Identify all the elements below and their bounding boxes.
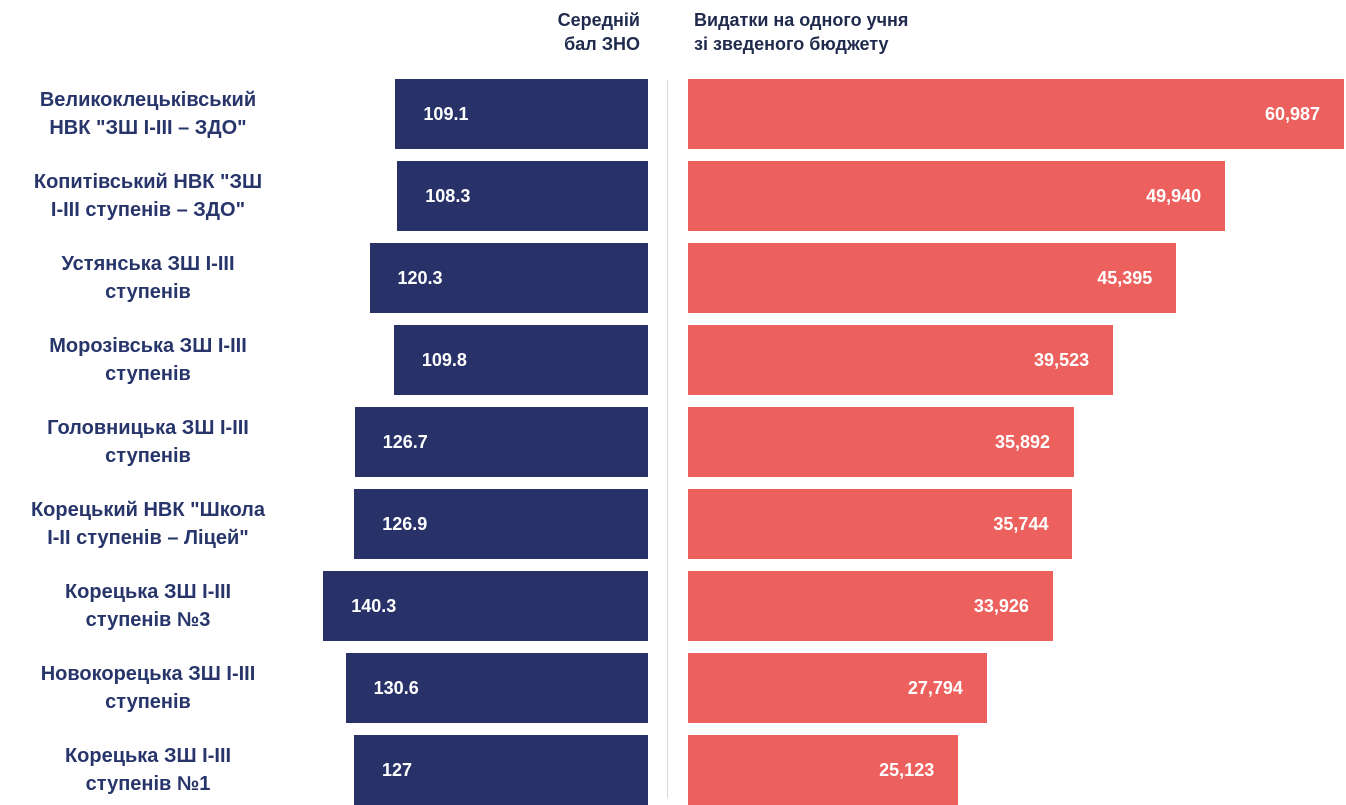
category-label: Новокорецька ЗШ I-III ступенів	[40, 663, 256, 713]
zno-value-label: 140.3	[351, 596, 397, 616]
zno-value-label: 109.8	[421, 350, 467, 370]
expenses-bar: 35,892	[688, 407, 1075, 477]
zno-bar: 126.9	[354, 489, 648, 559]
divider	[667, 80, 668, 798]
category-label: Устянська ЗШ I-III ступенів	[61, 253, 235, 303]
zno-bar: 126.7	[354, 407, 648, 477]
zno-column-title: Середній бал ЗНО	[557, 10, 640, 54]
zno-bar: 108.3	[397, 161, 648, 231]
expenses-value-label: 39,523	[1034, 350, 1090, 370]
zno-bar: 140.3	[323, 571, 648, 641]
zno-value-label: 126.9	[382, 514, 428, 534]
zno-bar: 109.8	[393, 325, 648, 395]
zno-value-label: 109.1	[423, 104, 469, 124]
expenses-value-label: 35,744	[993, 514, 1049, 534]
category-label: Копитівський НВК "ЗШ I-III ступенів – ЗД…	[33, 171, 263, 221]
expenses-value-label: 27,794	[907, 678, 963, 698]
expenses-value-label: 45,395	[1097, 268, 1153, 288]
zno-bar: 130.6	[345, 653, 648, 723]
zno-bar: 109.1	[395, 79, 648, 149]
expenses-value-label: 60,987	[1264, 104, 1320, 124]
category-label: Головницька ЗШ I-III ступенів	[47, 417, 249, 467]
zno-value-label: 120.3	[397, 268, 443, 288]
expenses-bar: 27,794	[688, 653, 987, 723]
zno-value-label: 130.6	[373, 678, 419, 698]
zno-value-label: 108.3	[425, 186, 471, 206]
zno-bar: 120.3	[369, 243, 648, 313]
expenses-value-label: 35,892	[995, 432, 1051, 452]
expenses-bar: 45,395	[688, 243, 1177, 313]
expenses-bar: 25,123	[688, 735, 959, 805]
category-label: Великоклецьківський НВК "ЗШ I-III – ЗДО"	[39, 89, 257, 139]
expenses-value-label: 49,940	[1146, 186, 1202, 206]
expenses-bar: 49,940	[688, 161, 1226, 231]
zno-value-label: 126.7	[382, 432, 428, 452]
expenses-value-label: 25,123	[879, 760, 935, 780]
category-label: Корецький НВК "Школа I-II ступенів – Ліц…	[30, 499, 266, 549]
expenses-bar: 60,987	[688, 79, 1344, 149]
expenses-bar: 39,523	[688, 325, 1114, 395]
expenses-value-label: 33,926	[973, 596, 1029, 616]
expenses-bar: 35,744	[688, 489, 1073, 559]
zno-bar: 127	[353, 735, 648, 805]
zno-value-label: 127	[381, 760, 413, 780]
expenses-bar: 33,926	[688, 571, 1053, 641]
category-label: Морозівська ЗШ I-III ступенів	[49, 335, 247, 385]
category-label: Корецька ЗШ I-III ступенів №1	[64, 745, 232, 795]
expenses-column-title: Видатки на одного учня зі зведеного бюдж…	[694, 10, 909, 54]
category-label: Корецька ЗШ I-III ступенів №3	[64, 581, 232, 631]
